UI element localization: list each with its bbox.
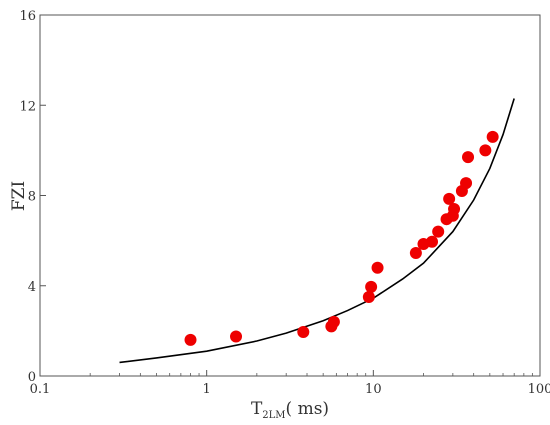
y-tick-label-1: 0 xyxy=(28,370,36,385)
x-tick-label-2: 1 xyxy=(203,382,211,397)
y-axis-title: FZI xyxy=(9,181,29,211)
data-points-layer xyxy=(184,130,499,346)
x-axis-title-subscript: 2LM xyxy=(262,410,285,421)
data-point-15 xyxy=(448,203,461,216)
data-point-3 xyxy=(297,326,310,338)
data-point-19 xyxy=(462,151,475,164)
x-axis-title-units: ( ms) xyxy=(286,399,330,419)
x-tick-label-3: 10 xyxy=(365,382,382,397)
data-point-16 xyxy=(443,192,456,205)
data-point-12 xyxy=(432,225,445,238)
fit-curve xyxy=(119,98,515,364)
x-tick-label-4: 100 xyxy=(528,382,550,397)
data-point-21 xyxy=(486,130,499,143)
data-point-1 xyxy=(184,333,197,346)
y-tick-label-4: 12 xyxy=(19,99,36,114)
x-tick-labels: 0.1 1 10 100 xyxy=(30,382,550,397)
data-point-8 xyxy=(371,261,384,274)
y-tick-label-5: 16 xyxy=(19,9,36,24)
fit-curve-layer xyxy=(119,98,515,364)
y-tick-label-3: 8 xyxy=(28,190,36,205)
y-tick-label-2: 4 xyxy=(28,280,36,295)
x-tick-label-1: 0.1 xyxy=(30,382,51,397)
data-point-11 xyxy=(426,235,439,248)
y-tick-labels: 0 4 8 12 16 xyxy=(19,9,36,385)
ticks-layer xyxy=(39,14,541,377)
data-point-9 xyxy=(409,247,422,260)
x-axis-title-main: T xyxy=(251,399,263,419)
data-point-6 xyxy=(362,291,375,304)
data-point-7 xyxy=(365,280,378,293)
data-point-2 xyxy=(230,330,243,343)
data-point-18 xyxy=(460,177,473,190)
x-axis-title: T2LM( ms) xyxy=(251,399,329,421)
data-point-5 xyxy=(327,315,340,328)
data-point-20 xyxy=(479,144,492,157)
